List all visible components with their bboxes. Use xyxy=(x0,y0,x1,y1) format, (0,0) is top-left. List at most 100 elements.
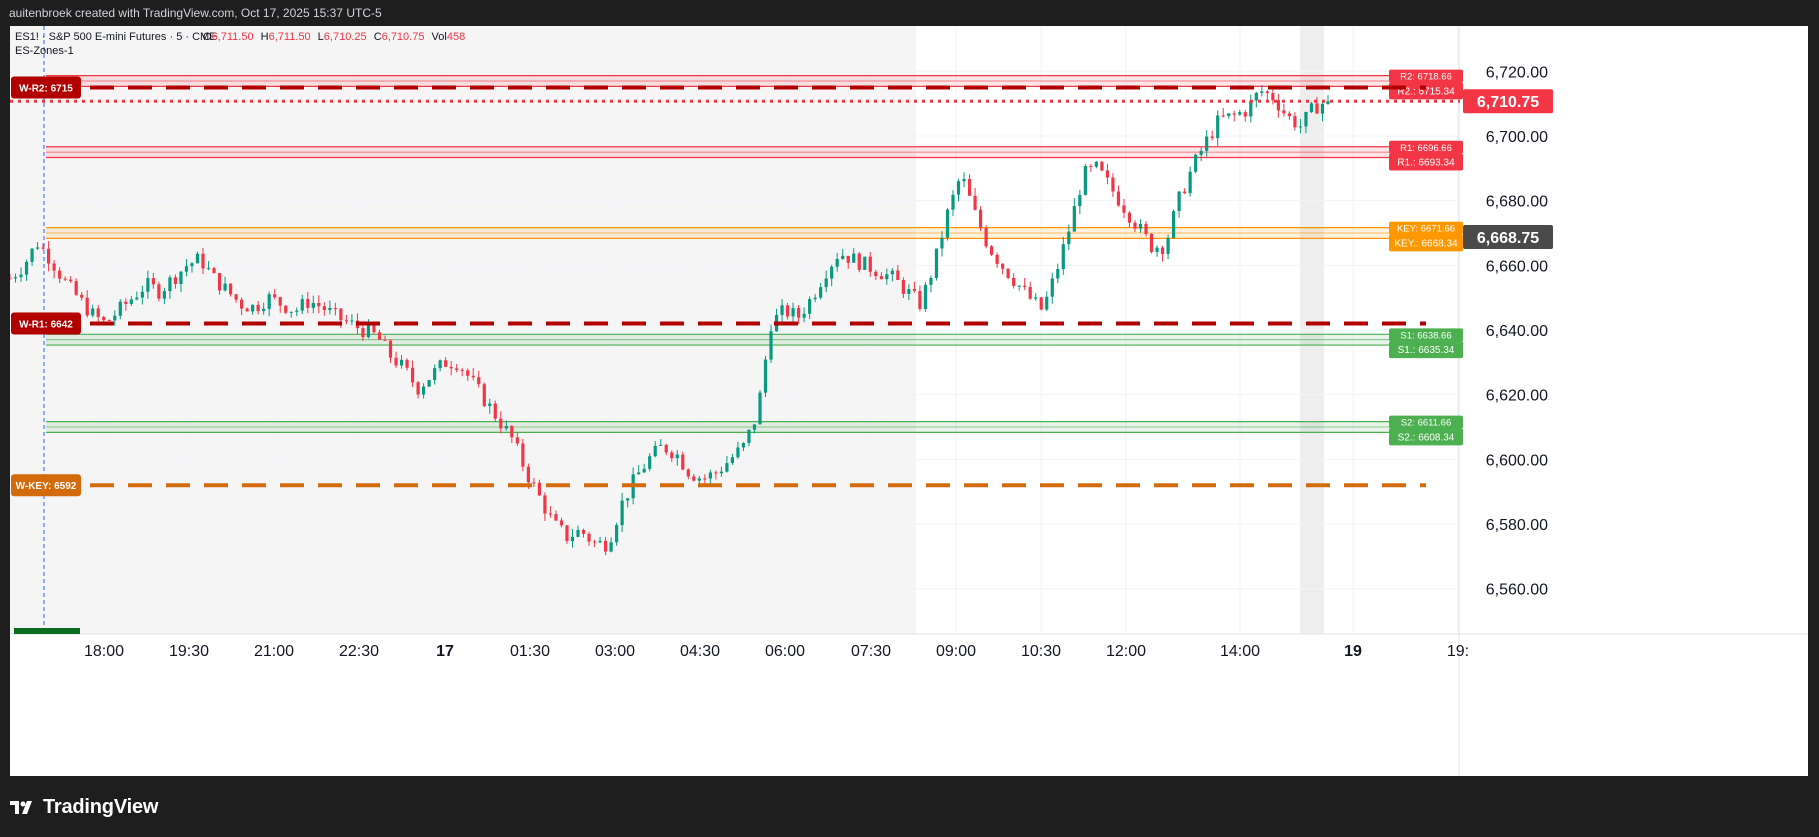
candle-body xyxy=(1287,113,1291,117)
legend-indicator[interactable]: ES-Zones-1 xyxy=(15,45,74,57)
x-tick-label[interactable]: 18:00 xyxy=(84,643,124,660)
candle-body xyxy=(990,246,994,255)
candle xyxy=(570,528,575,548)
candle xyxy=(24,259,29,281)
candle xyxy=(1023,278,1027,291)
y-tick-label[interactable]: 6,600.00 xyxy=(1486,452,1548,469)
x-tick-label[interactable]: 22:30 xyxy=(339,643,379,660)
candle-body xyxy=(201,253,205,269)
candle-body xyxy=(157,284,161,299)
x-tick-label[interactable]: 14:00 xyxy=(1220,643,1260,660)
candle xyxy=(929,275,933,293)
x-tick-label[interactable]: 19:30 xyxy=(169,643,209,660)
x-tick-label[interactable]: 04:30 xyxy=(680,643,720,660)
y-tick-label[interactable]: 6,720.00 xyxy=(1486,64,1548,81)
x-tick-label[interactable]: 06:00 xyxy=(765,643,805,660)
candle xyxy=(504,420,508,431)
zone-label-top-R1: R1: 6696.66 xyxy=(1400,143,1452,154)
candle-body xyxy=(477,377,481,385)
candle xyxy=(1249,94,1253,123)
chart-panel[interactable]: R2: 6718.66 R2.: 6715.34 R1: 6696.66 R1.: 6… xyxy=(8,26,1808,776)
price-chart[interactable]: R2: 6718.66 R2.: 6715.34 R1: 6696.66 R1.: 6… xyxy=(8,26,1808,776)
candle-body xyxy=(58,270,62,279)
candle xyxy=(471,368,475,381)
candle-body xyxy=(223,283,227,291)
x-tick-label[interactable]: 19: xyxy=(1447,643,1469,660)
candle xyxy=(615,522,619,546)
y-tick-label[interactable]: 6,700.00 xyxy=(1486,129,1548,146)
candle xyxy=(863,256,867,271)
candle-body xyxy=(664,444,668,453)
x-tick-label[interactable]: 21:00 xyxy=(254,643,294,660)
candle xyxy=(1304,111,1308,134)
candle xyxy=(1061,236,1065,275)
candle xyxy=(466,368,470,381)
y-tick-label[interactable]: 6,560.00 xyxy=(1486,582,1548,599)
candle-body xyxy=(835,258,839,267)
candle-body xyxy=(543,495,547,514)
candle-body xyxy=(173,277,178,284)
candle-body xyxy=(559,520,564,526)
x-tick-label[interactable]: 10:30 xyxy=(1021,643,1061,660)
y-tick-label[interactable]: 6,580.00 xyxy=(1486,517,1548,534)
candle xyxy=(278,296,282,313)
candle xyxy=(1188,166,1192,197)
candle-body xyxy=(151,278,155,285)
candle xyxy=(69,276,73,284)
x-tick-label[interactable]: 12:00 xyxy=(1106,643,1146,660)
price-axis[interactable]: 6,560.00 6,580.00 6,600.00 6,620.00 6,640.00… xyxy=(1486,64,1548,598)
candle-body xyxy=(1149,234,1154,253)
candle-body xyxy=(493,403,497,419)
candle xyxy=(317,295,321,314)
y-tick-label[interactable]: 6,680.00 xyxy=(1486,194,1548,211)
footer-brand: TradingView xyxy=(10,793,158,821)
candle-body xyxy=(686,469,690,477)
time-axis[interactable]: 18:00 19:30 21:00 22:30 17 01:30 03:00 04:30 06:… xyxy=(84,643,1469,660)
candle-body xyxy=(328,307,332,311)
candle xyxy=(206,261,211,271)
candle xyxy=(449,360,453,376)
candle-body xyxy=(1155,247,1159,253)
candle-body xyxy=(339,308,343,321)
x-tick-label[interactable]: 19 xyxy=(1344,643,1362,660)
candle xyxy=(262,302,266,315)
candle-body xyxy=(311,302,315,308)
candle-body xyxy=(1298,126,1303,128)
candle xyxy=(30,248,34,266)
candle-body xyxy=(333,307,337,309)
candle-body xyxy=(697,478,701,481)
candle-layer xyxy=(8,84,1330,556)
candle-body xyxy=(416,382,420,395)
x-tick-label[interactable]: 03:00 xyxy=(595,643,635,660)
x-tick-label[interactable]: 17 xyxy=(436,643,454,660)
candle-body xyxy=(317,302,321,307)
candle-body xyxy=(212,268,216,274)
x-tick-label[interactable]: 01:30 xyxy=(510,643,550,660)
candle xyxy=(934,248,939,281)
x-tick-label[interactable]: 07:30 xyxy=(851,643,891,660)
candle-body xyxy=(763,359,768,393)
legend-symbol[interactable]: ES1! · S&P 500 E-mini Futures · 5 · CME xyxy=(15,31,217,43)
candle xyxy=(35,242,40,250)
x-tick-label[interactable]: 09:00 xyxy=(936,643,976,660)
y-tick-label[interactable]: 6,640.00 xyxy=(1486,323,1548,340)
candle xyxy=(879,272,883,280)
candle-body xyxy=(488,403,492,406)
candle-body xyxy=(857,253,861,270)
candle xyxy=(300,294,304,314)
candle-body xyxy=(521,443,525,467)
candle-body xyxy=(1023,285,1027,287)
candle xyxy=(499,411,503,434)
candle-body xyxy=(769,331,773,360)
candle-body xyxy=(785,305,790,317)
candle-body xyxy=(1238,112,1242,115)
candle-body xyxy=(1028,286,1032,299)
candle xyxy=(868,252,872,277)
y-tick-label[interactable]: 6,660.00 xyxy=(1486,258,1548,275)
candle-body xyxy=(129,299,133,304)
candle xyxy=(284,305,288,315)
candle xyxy=(80,291,84,301)
candle xyxy=(240,297,244,316)
candle-body xyxy=(510,426,514,438)
y-tick-label[interactable]: 6,620.00 xyxy=(1486,388,1548,405)
